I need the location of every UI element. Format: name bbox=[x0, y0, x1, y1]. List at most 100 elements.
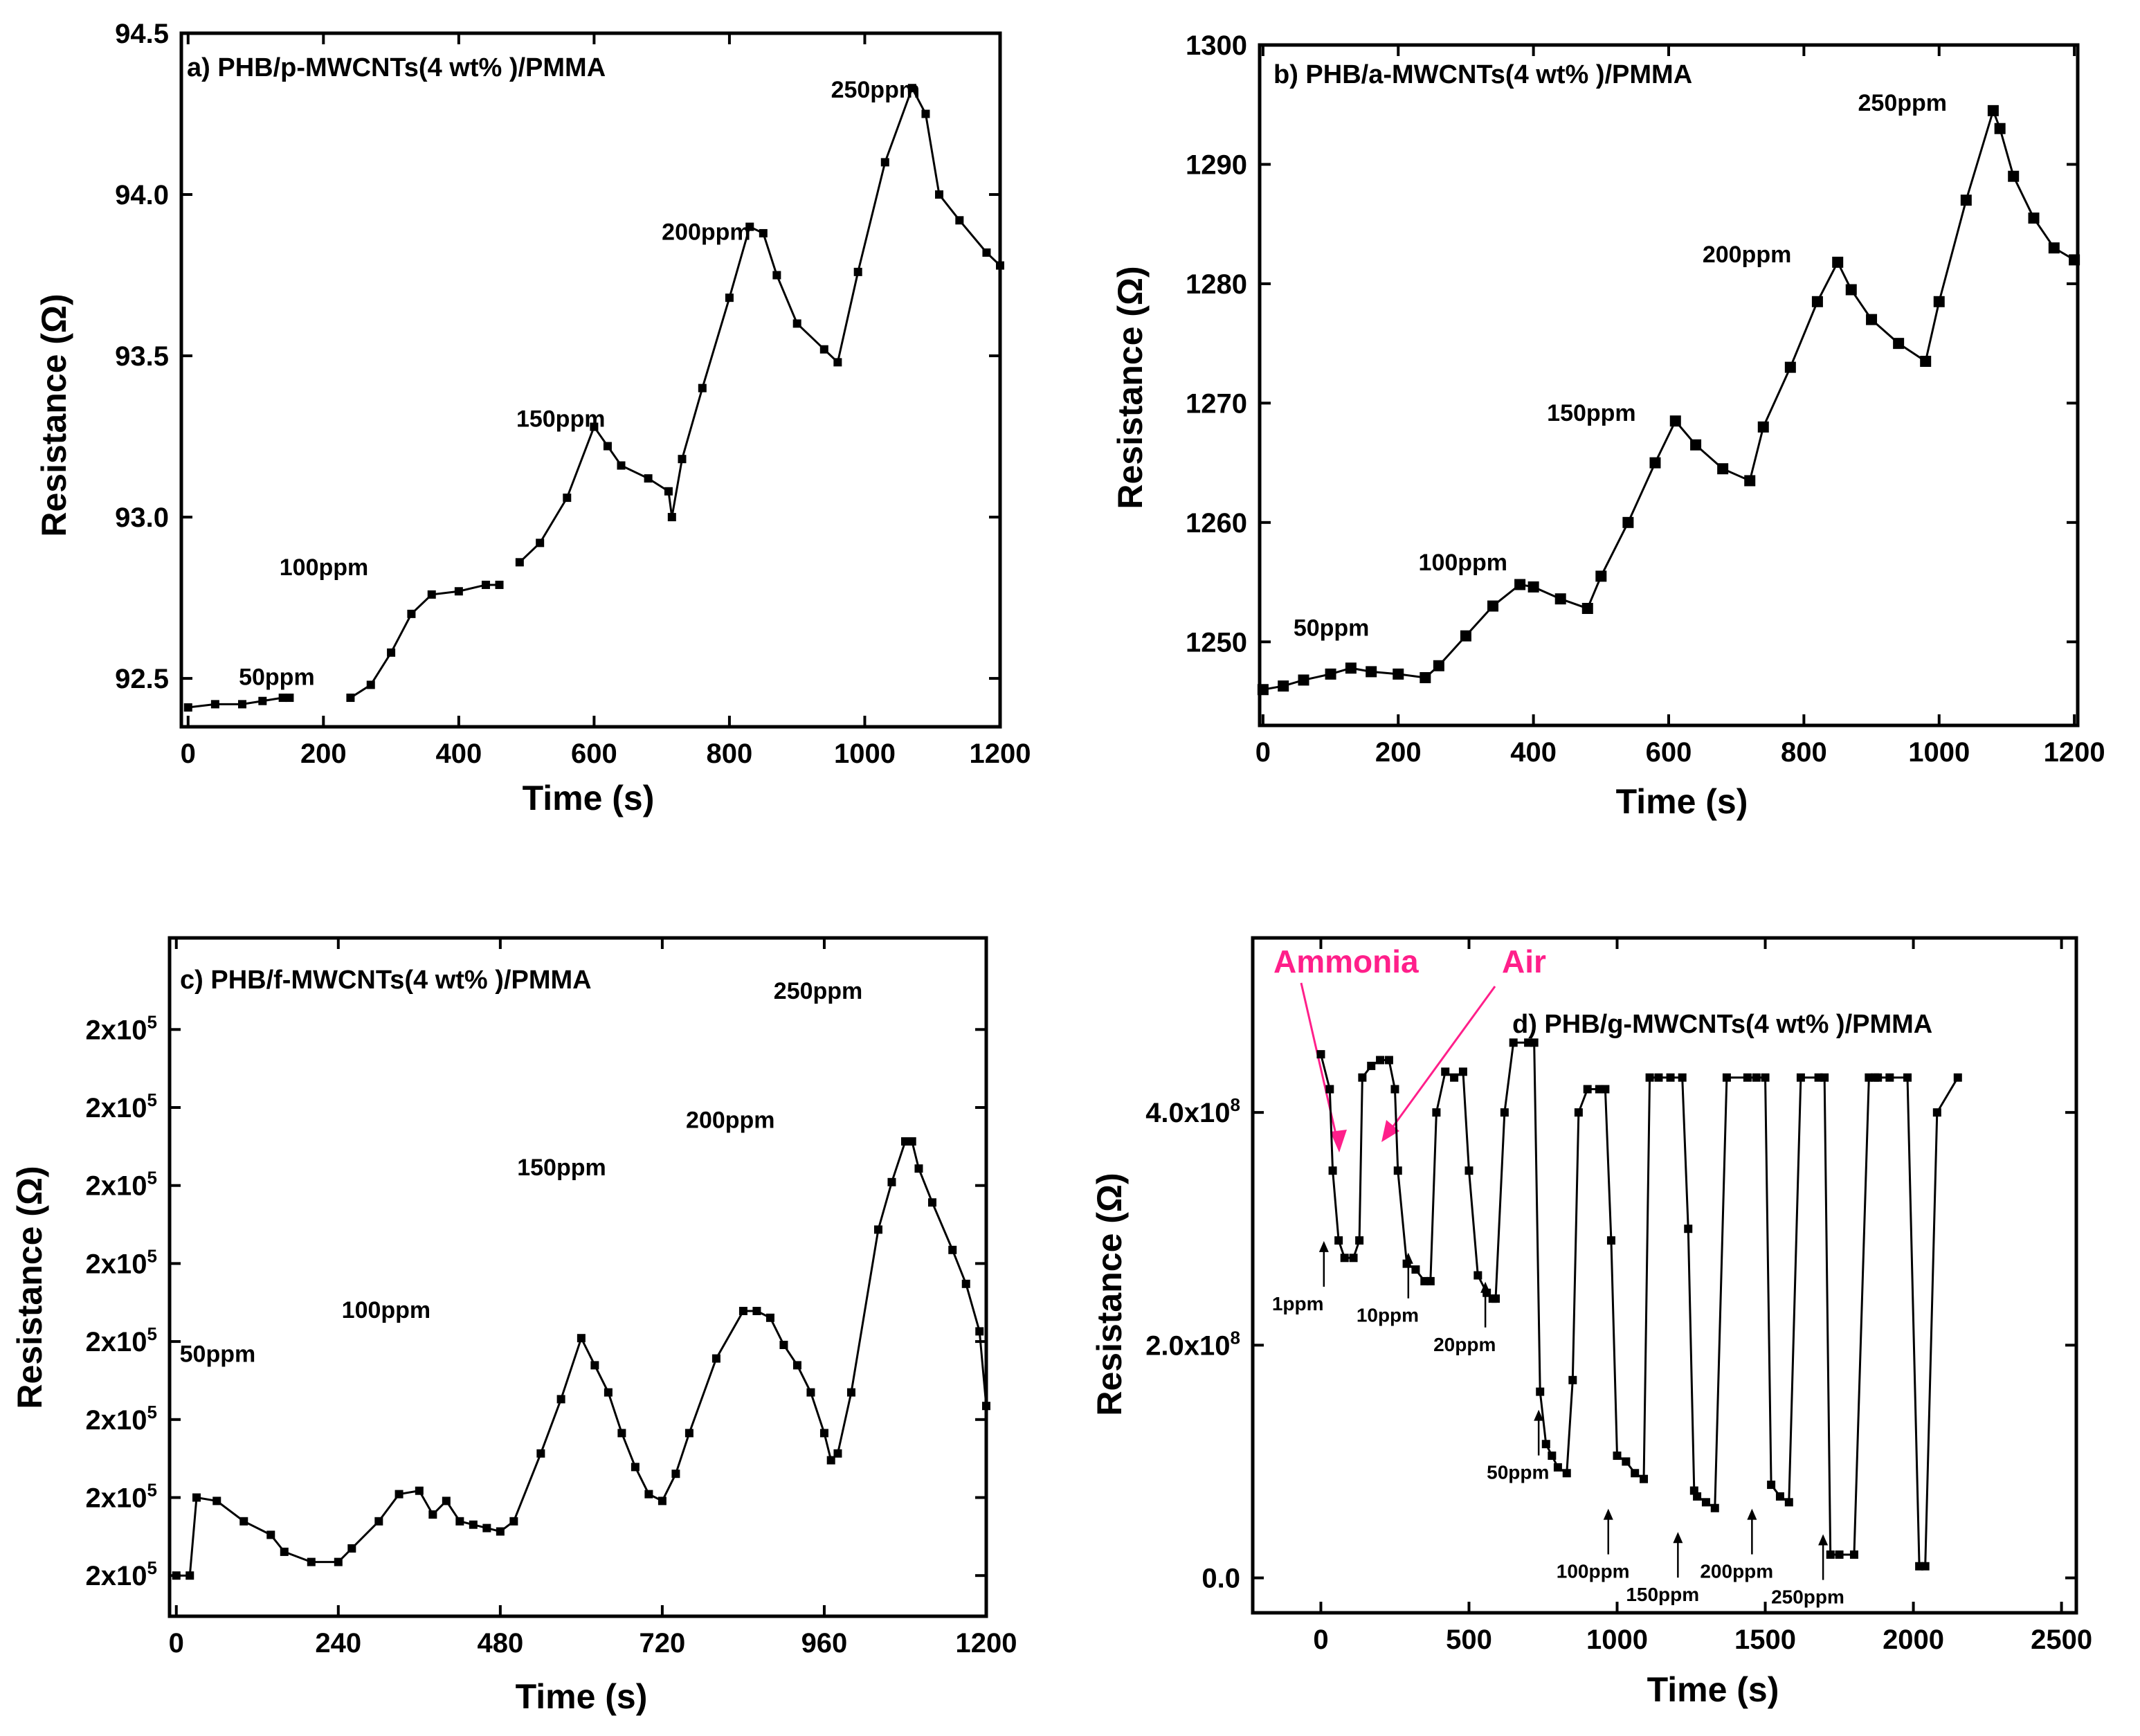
panel-a-x-tick-label: 800 bbox=[707, 739, 753, 769]
panel-b-data-point bbox=[1393, 668, 1404, 680]
panel-d-data-point bbox=[1775, 1492, 1784, 1501]
panel-d-data-point bbox=[1500, 1108, 1509, 1117]
panel-b-data-point bbox=[1987, 105, 1999, 116]
panel-c-y-tick-label: 2x105 bbox=[86, 1245, 157, 1279]
panel-c-data-point bbox=[644, 1490, 653, 1499]
panel-a-title: a) PHB/p-MWCNTs(4 wt% )/PMMA bbox=[187, 53, 606, 82]
panel-d-x-tick-label: 1000 bbox=[1586, 1625, 1648, 1655]
panel-a-x-tick-label: 0 bbox=[181, 739, 196, 769]
panel-d-air-arrowhead bbox=[1381, 1120, 1399, 1142]
panel-c-data-point bbox=[192, 1493, 201, 1502]
panel-b-data-point bbox=[1487, 600, 1499, 612]
panel-a-data-point bbox=[563, 494, 572, 503]
panel-a-y-tick-label: 93.5 bbox=[115, 341, 169, 372]
panel-a-data-point bbox=[644, 474, 653, 483]
panel-d-y-tick-label: 4.0x108 bbox=[1145, 1094, 1240, 1128]
panel-d-dose-arrowhead bbox=[1747, 1508, 1757, 1520]
panel-a-y-tick-label: 94.5 bbox=[115, 19, 169, 49]
panel-b-annotation: 100ppm bbox=[1419, 550, 1508, 576]
panel-a: a) PHB/p-MWCNTs(4 wt% )/PMMA Time (s) Re… bbox=[35, 19, 1031, 817]
panel-a-data-point bbox=[481, 580, 490, 589]
panel-d-data-point bbox=[1767, 1481, 1776, 1490]
panel-b-title: b) PHB/a-MWCNTs(4 wt% )/PMMA bbox=[1273, 60, 1692, 89]
panel-d-data-point bbox=[1473, 1271, 1482, 1280]
panel-c-data-point bbox=[658, 1497, 667, 1506]
panel-d-data-point bbox=[1654, 1073, 1663, 1082]
panel-b-y-tick-label: 1260 bbox=[1186, 508, 1247, 539]
panel-d-data-point bbox=[1666, 1073, 1675, 1082]
panel-b-data-point bbox=[1433, 660, 1444, 671]
panel-b-data-point bbox=[1325, 668, 1336, 680]
panel-a-data-point bbox=[982, 248, 991, 257]
panel-c-annotation: 50ppm bbox=[180, 1341, 256, 1368]
panel-d-plot-frame bbox=[1251, 936, 2078, 1615]
panel-a-data-point bbox=[664, 487, 673, 496]
panel-a-data-point bbox=[536, 539, 545, 548]
panel-b-data-point bbox=[1298, 674, 1309, 686]
panel-a-data-point bbox=[285, 694, 294, 703]
panel-b-data-point bbox=[1690, 439, 1702, 451]
panel-c-x-tick-label: 0 bbox=[169, 1628, 184, 1658]
panel-d-data-point bbox=[1536, 1387, 1545, 1396]
panel-d-data-point bbox=[1631, 1469, 1640, 1478]
panel-b-data-point bbox=[1460, 630, 1471, 642]
panel-a-data-point bbox=[819, 345, 828, 354]
panel-d-annotation: 50ppm bbox=[1487, 1462, 1549, 1483]
panel-c-data-point bbox=[914, 1164, 923, 1173]
panel-c-data-point bbox=[684, 1429, 693, 1438]
panel-c-data-point bbox=[185, 1571, 194, 1580]
panel-b-series-line bbox=[1262, 107, 2075, 691]
panel-d-data-point bbox=[1932, 1108, 1941, 1117]
panel-c-x-tick-label: 480 bbox=[477, 1628, 523, 1658]
panel-a-data-point bbox=[833, 358, 842, 367]
panel-a-x-tick-label: 200 bbox=[300, 739, 347, 769]
panel-c-data-point bbox=[509, 1517, 518, 1526]
panel-b-y-tick-label: 1300 bbox=[1186, 30, 1247, 61]
panel-c-data-point bbox=[172, 1571, 181, 1580]
panel-c-data-point bbox=[577, 1334, 586, 1343]
panel-d-y-tick-label: 2.0x108 bbox=[1145, 1327, 1240, 1361]
panel-b-data-point bbox=[1420, 672, 1431, 684]
panel-c-data-point bbox=[927, 1198, 936, 1207]
panel-d-data-point bbox=[1384, 1056, 1393, 1065]
panel-d-y-label: Resistance (Ω) bbox=[1090, 1173, 1129, 1416]
panel-c-y-tick-label: 2x105 bbox=[86, 1480, 157, 1514]
panel-b-y-tick-label: 1250 bbox=[1186, 627, 1247, 658]
panel-c-series-line bbox=[176, 1140, 988, 1577]
panel-c-data-point bbox=[887, 1177, 896, 1186]
panel-c-data-point bbox=[907, 1137, 916, 1146]
panel-d-data-point bbox=[1849, 1550, 1858, 1559]
panel-c-data-point bbox=[604, 1388, 613, 1397]
panel-c-title: c) PHB/f-MWCNTs(4 wt% )/PMMA bbox=[180, 966, 592, 995]
panel-d-data-point bbox=[1613, 1452, 1622, 1461]
panel-c-data-point bbox=[819, 1429, 828, 1438]
panel-b-data-point bbox=[1669, 415, 1681, 427]
panel-d-x-label: Time (s) bbox=[1647, 1670, 1779, 1709]
panel-d-x-tick-label: 1500 bbox=[1734, 1625, 1796, 1655]
panel-b-x-tick-label: 600 bbox=[1646, 737, 1692, 768]
panel-d-dose-arrowhead bbox=[1318, 1240, 1329, 1252]
panel-d-data-point bbox=[1568, 1375, 1577, 1384]
panel-a-y-tick-label: 93.0 bbox=[115, 503, 169, 533]
panel-b-y-tick-label: 1280 bbox=[1186, 269, 1247, 300]
panel-d-annotation: 1ppm bbox=[1272, 1293, 1324, 1314]
panel-c-x-label: Time (s) bbox=[516, 1677, 648, 1716]
panel-a-data-point bbox=[366, 680, 375, 689]
panel-c-y-tick-label: 2x105 bbox=[86, 1323, 157, 1357]
panel-d-air-arrow bbox=[1383, 986, 1496, 1139]
panel-b-data-point bbox=[2048, 242, 2060, 254]
panel-c-data-point bbox=[900, 1137, 909, 1146]
panel-d-data-point bbox=[1328, 1166, 1337, 1175]
panel-a-y-tick-label: 94.0 bbox=[115, 180, 169, 210]
panel-b-x-label: Time (s) bbox=[1616, 782, 1748, 821]
panel-c-data-point bbox=[948, 1245, 957, 1254]
panel-c: c) PHB/f-MWCNTs(4 wt% )/PMMA Time (s) Re… bbox=[10, 936, 1017, 1716]
panel-c-data-point bbox=[631, 1463, 640, 1472]
panel-d-data-point bbox=[1678, 1073, 1687, 1082]
panel-c-x-tick-label: 1200 bbox=[956, 1628, 1017, 1658]
panel-d-data-point bbox=[1426, 1276, 1435, 1285]
panel-c-data-point bbox=[374, 1517, 383, 1526]
panel-d-annotation: 150ppm bbox=[1626, 1584, 1699, 1605]
panel-d-data-point bbox=[1743, 1073, 1752, 1082]
panel-d-data-point bbox=[1441, 1067, 1450, 1076]
